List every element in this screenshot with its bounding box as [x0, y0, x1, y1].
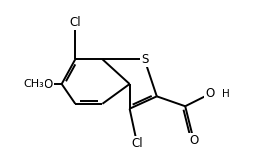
- Text: H: H: [222, 89, 230, 99]
- Text: O: O: [44, 77, 53, 91]
- Text: O: O: [205, 87, 215, 100]
- Text: S: S: [141, 53, 148, 66]
- Text: CH₃: CH₃: [23, 79, 44, 89]
- Text: O: O: [189, 134, 198, 147]
- Text: Cl: Cl: [131, 137, 143, 150]
- Text: Cl: Cl: [69, 16, 81, 29]
